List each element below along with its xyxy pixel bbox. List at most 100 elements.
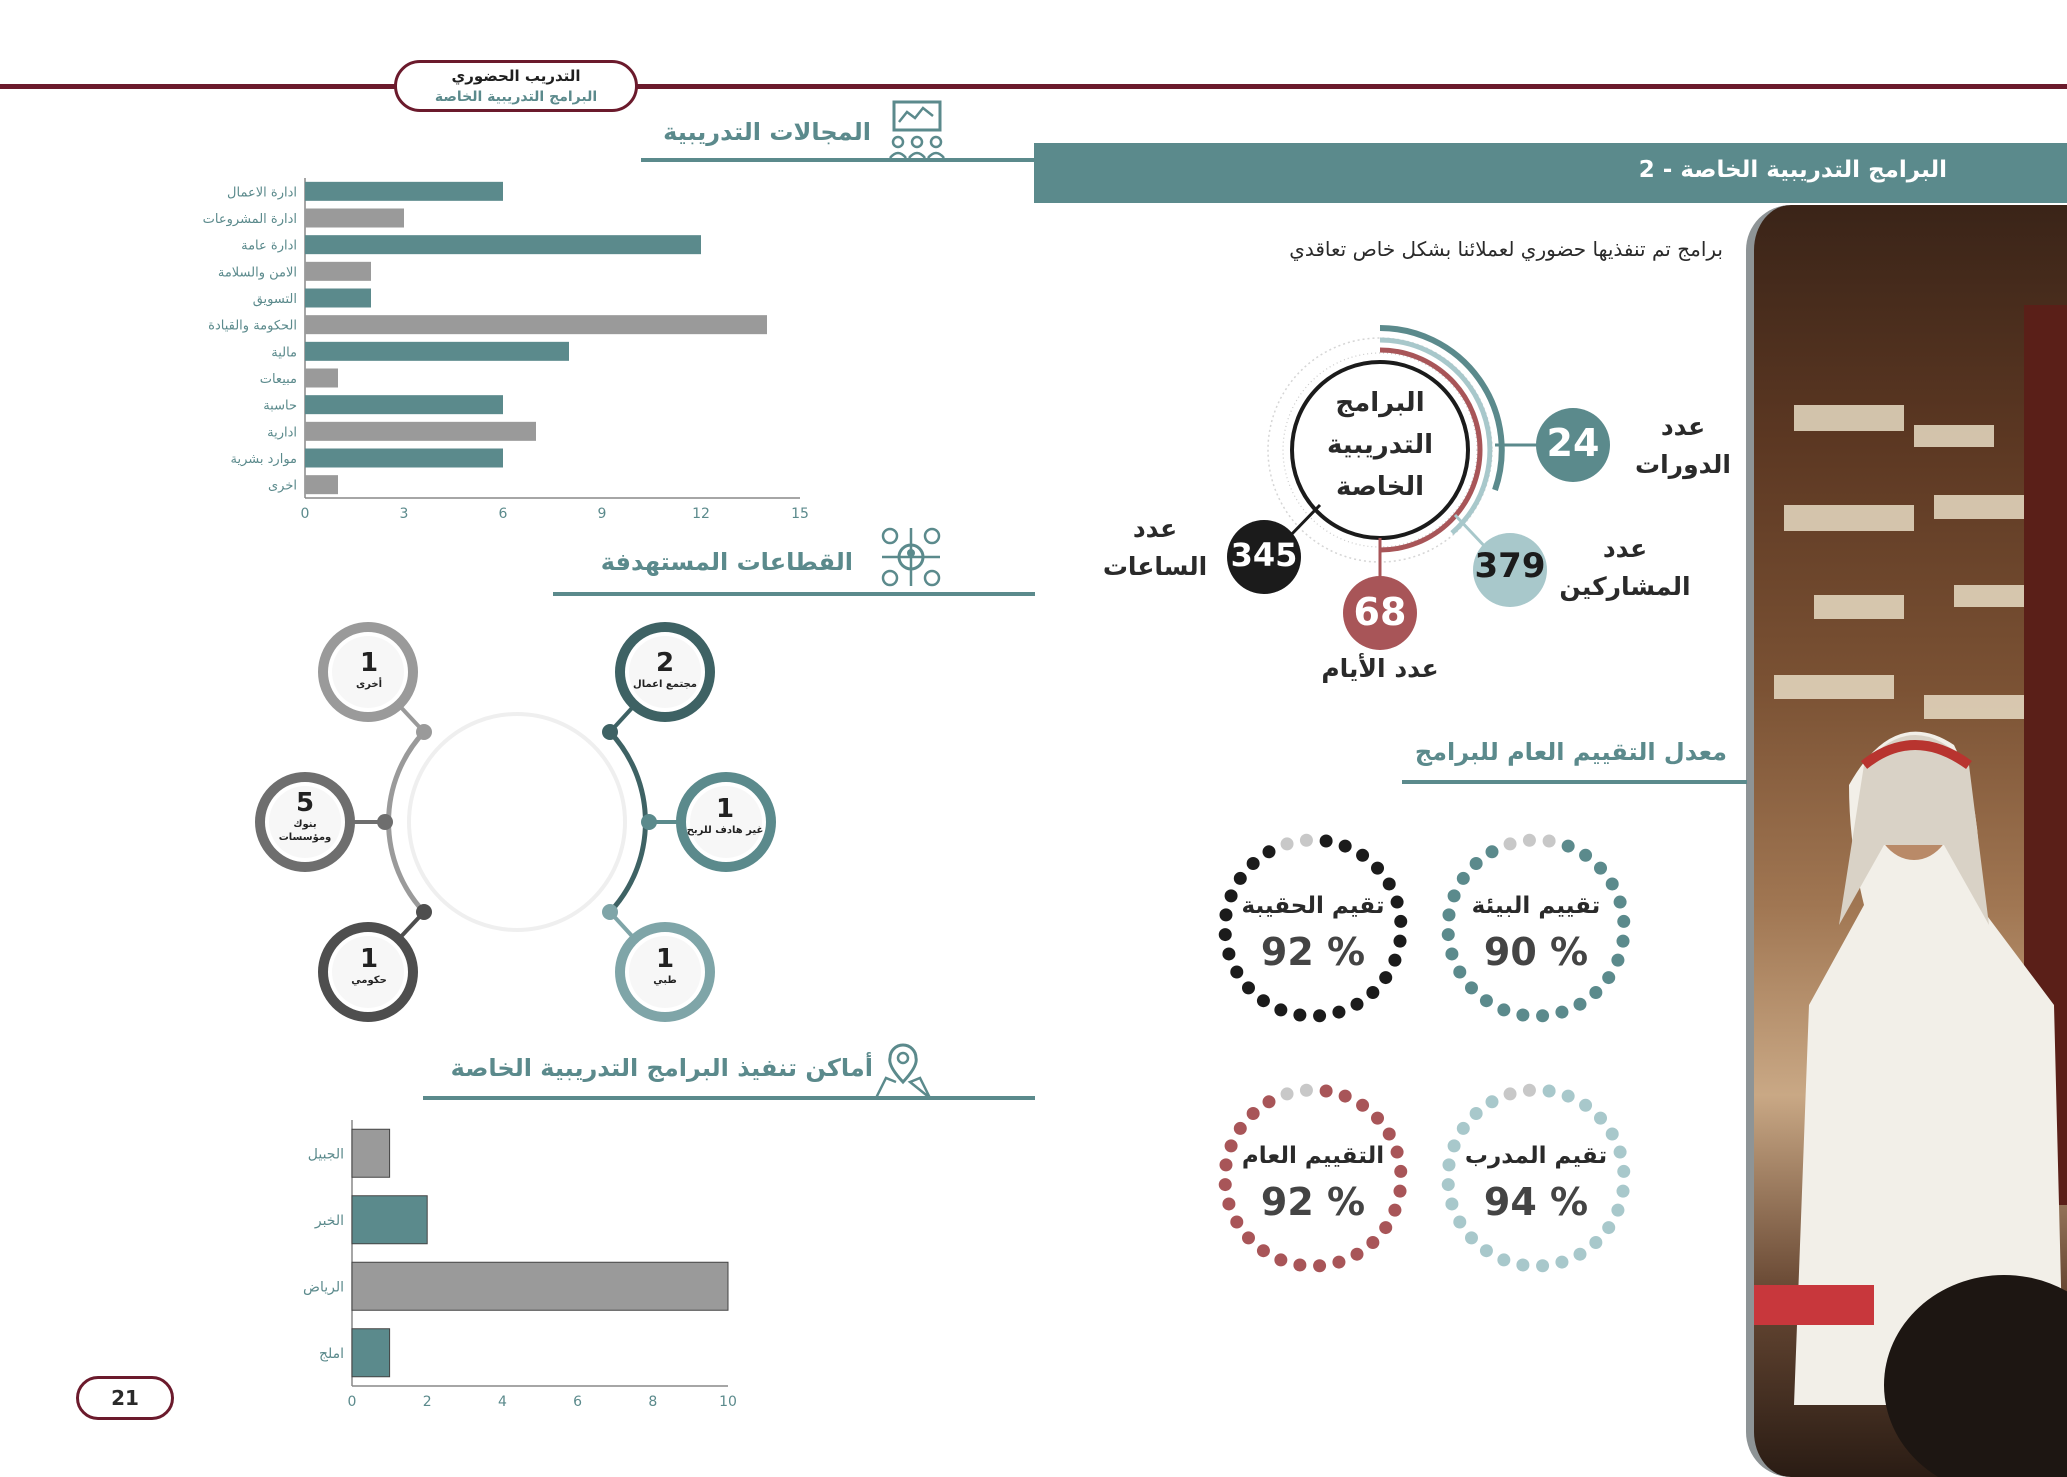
- summary-center: البرامج التدريبية الخاصة: [1280, 382, 1480, 508]
- sector-label-2: حكومي: [351, 975, 387, 986]
- locations-chart: الجبيل الخبر الرياض املج 0 2 4 6 8 10: [303, 1120, 737, 1410]
- sector-inner-3: [629, 636, 701, 708]
- bar-9: [305, 421, 536, 441]
- rating-rule: [1402, 780, 1747, 784]
- rating-title-2: التقييم العام: [1241, 1143, 1385, 1169]
- tick-label-0: 0: [301, 506, 310, 522]
- tick-label-2: 4: [498, 1394, 507, 1410]
- sector-joint-2: [416, 904, 432, 920]
- tick-label-5: 10: [719, 1394, 737, 1410]
- photo-illustration: [1754, 305, 2067, 1477]
- rating-dot-0-26: [1299, 833, 1313, 847]
- rating-title-1: تقييم البيئة: [1471, 893, 1601, 919]
- bar-6: [305, 341, 569, 361]
- rating-dot-3-10: [1497, 1253, 1511, 1267]
- category-label-1: ادارة المشروعات: [203, 212, 297, 227]
- header-pill: التدريب الحضوري البرامج التدريبية الخاصة: [394, 60, 638, 112]
- rating-dot-2-13: [1332, 1255, 1346, 1269]
- participants-label-line2: المشاركين: [1559, 572, 1691, 601]
- category-label-5: الحكومة والقيادة: [208, 319, 297, 334]
- rating-dot-3-6: [1445, 1197, 1459, 1211]
- rating-dot-2-26: [1299, 1083, 1313, 1097]
- rating-dot-0-0: [1262, 845, 1276, 859]
- rating-dot-0-21: [1382, 877, 1396, 891]
- rating-dot-3-9: [1479, 1244, 1493, 1258]
- tick-label-5: 15: [791, 506, 809, 522]
- rating-dot-2-6: [1222, 1197, 1236, 1211]
- rating-ring-1: [1441, 833, 1631, 1023]
- locations-title: أماكن تنفيذ البرامج التدريبية الخاصة: [450, 1054, 873, 1082]
- hours-label-line1: عدد: [1132, 514, 1178, 543]
- rating-dot-3-17: [1611, 1203, 1625, 1217]
- rating-dot-2-23: [1356, 1098, 1370, 1112]
- banner-title: 2 - البرامج التدريبية الخاصة: [1638, 157, 1947, 183]
- locations-chart-marks: الجبيل الخبر الرياض املج 0 2 4 6 8 10: [303, 1120, 737, 1410]
- participants-label-line1: عدد: [1602, 534, 1648, 563]
- sector-label-4: غير هادف للربح: [686, 825, 764, 836]
- map-pin-icon: [874, 1043, 932, 1100]
- rating-dot-1-24: [1561, 839, 1575, 853]
- rating-dot-1-10: [1497, 1003, 1511, 1017]
- page-number: 21: [76, 1376, 174, 1420]
- sector-value-5: 1: [655, 944, 675, 974]
- rating-dot-0-4: [1219, 908, 1233, 922]
- sector-inner-5: [629, 936, 701, 1008]
- rating-rings: [1218, 833, 1631, 1273]
- rating-dot-0-11: [1293, 1008, 1307, 1022]
- rating-dot-2-4: [1219, 1158, 1233, 1172]
- rating-dot-3-12: [1536, 1259, 1550, 1273]
- center-line3: الخاصة: [1335, 472, 1425, 502]
- rating-dot-3-14: [1573, 1247, 1587, 1261]
- sector-joint-3: [602, 724, 618, 740]
- section-banner: 2 - البرامج التدريبية الخاصة: [1034, 143, 2067, 203]
- rating-dot-2-11: [1293, 1258, 1307, 1272]
- sector-label-0: أخرى: [355, 679, 383, 690]
- rating-dot-1-17: [1611, 953, 1625, 967]
- rating-value-1: 90 %: [1483, 930, 1589, 974]
- bar-10: [305, 448, 503, 468]
- fields-rule: [641, 158, 1035, 162]
- rating-dot-1-0: [1485, 845, 1499, 859]
- rating-dot-2-5: [1218, 1178, 1232, 1192]
- rating-dot-3-21: [1605, 1127, 1619, 1141]
- rating-dot-0-18: [1393, 934, 1407, 948]
- rating-dot-0-24: [1338, 839, 1352, 853]
- sector-node-1: 5 بنوك ومؤسسات: [255, 788, 355, 844]
- rating-dot-0-15: [1366, 986, 1380, 1000]
- rating-dot-3-22: [1594, 1111, 1608, 1125]
- participants-value: 379: [1474, 546, 1546, 586]
- rating-dot-0-19: [1394, 914, 1408, 928]
- rating-dot-1-19: [1617, 914, 1631, 928]
- category-label-7: مبيعات: [260, 372, 297, 387]
- header-line2: البرامج التدريبية الخاصة: [434, 89, 598, 105]
- sector-value-3: 2: [655, 648, 675, 678]
- rating-value-0: 92 %: [1260, 930, 1366, 974]
- sector-node-2: 1 حكومي: [319, 944, 419, 987]
- sector-value-1: 5: [295, 788, 315, 818]
- sector-joint-0: [416, 724, 432, 740]
- rating-dot-2-9: [1256, 1244, 1270, 1258]
- rating-dot-2-19: [1394, 1164, 1408, 1178]
- rating-dot-0-13: [1332, 1005, 1346, 1019]
- rating-ring-0: [1218, 833, 1408, 1023]
- rating-dot-1-21: [1605, 877, 1619, 891]
- rating-dot-3-23: [1579, 1098, 1593, 1112]
- rating-dot-1-14: [1573, 997, 1587, 1011]
- hours-label-line2: الساعات: [1102, 552, 1208, 581]
- sector-node-5: 1 طبي: [615, 944, 715, 987]
- trainer-photo: [1746, 205, 2067, 1477]
- tick-label-2: 6: [499, 506, 508, 522]
- bar-3: [305, 261, 371, 281]
- rating-dot-1-3: [1447, 889, 1461, 903]
- tick-label-4: 8: [648, 1394, 657, 1410]
- bar-3: [351, 1328, 391, 1378]
- rating-dot-1-27: [1503, 837, 1517, 851]
- rating-dot-0-22: [1371, 861, 1385, 875]
- rating-title: معدل التقييم العام للبرامج: [1414, 738, 1727, 766]
- rating-dot-2-0: [1262, 1095, 1276, 1109]
- bar-5: [305, 315, 767, 335]
- rating-dot-2-22: [1371, 1111, 1385, 1125]
- rating-dot-3-24: [1561, 1089, 1575, 1103]
- rating-dot-2-15: [1366, 1236, 1380, 1250]
- sector-node-3: 2 مجتمع اعمال: [615, 648, 715, 691]
